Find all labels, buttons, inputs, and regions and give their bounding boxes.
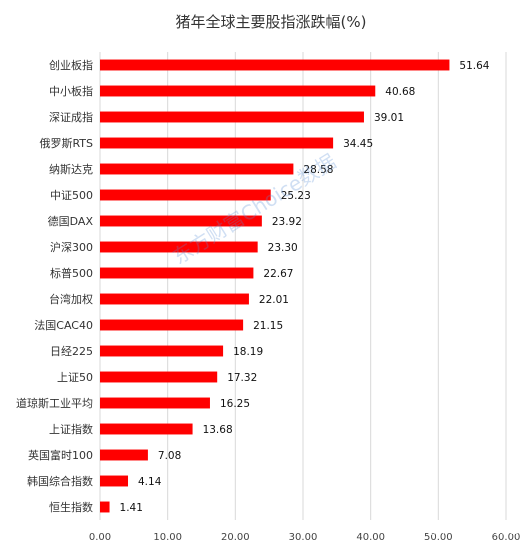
bar <box>100 449 148 461</box>
bar <box>100 293 249 305</box>
value-label: 4.14 <box>138 476 162 488</box>
value-label: 23.30 <box>268 242 298 254</box>
bar <box>100 215 262 227</box>
value-label: 34.45 <box>343 138 373 150</box>
category-label: 韩国综合指数 <box>27 474 93 488</box>
value-label: 7.08 <box>158 450 181 462</box>
category-label: 标普500 <box>50 266 93 280</box>
bar <box>100 189 271 201</box>
x-tick-label: 60.00 <box>492 532 521 543</box>
category-label: 俄罗斯RTS <box>39 137 93 150</box>
category-label: 英国富时100 <box>28 448 93 462</box>
category-label: 日经225 <box>50 345 93 358</box>
bar <box>100 85 376 97</box>
x-tick-label: 30.00 <box>289 532 318 543</box>
x-tick-label: 10.00 <box>153 532 182 543</box>
category-label: 深证成指 <box>49 110 93 124</box>
x-tick-label: 40.00 <box>356 532 385 543</box>
category-label: 上证指数 <box>49 422 93 436</box>
value-label: 22.67 <box>263 268 293 280</box>
bar <box>100 501 110 513</box>
category-label: 道琼斯工业平均 <box>16 396 93 410</box>
value-label: 16.25 <box>220 398 250 410</box>
bar <box>100 423 193 435</box>
value-label: 39.01 <box>374 112 404 124</box>
bar <box>100 475 129 487</box>
category-label: 德国DAX <box>48 214 94 228</box>
value-label: 51.64 <box>459 60 489 72</box>
category-label: 中小板指 <box>49 84 93 98</box>
value-labels: 51.64 40.68 39.01 34.45 28.58 25.23 23.92 23.30… <box>120 60 490 514</box>
value-label: 22.01 <box>259 294 289 306</box>
x-tick-label: 20.00 <box>221 532 250 543</box>
x-tick-labels: 0.00 10.00 20.00 30.00 40.00 50.00 60.00 <box>89 532 520 543</box>
value-label: 40.68 <box>385 86 415 98</box>
category-label: 上证50 <box>57 371 93 384</box>
category-label: 中证500 <box>50 189 93 202</box>
value-label: 13.68 <box>203 424 233 436</box>
grid-lines <box>99 52 507 520</box>
value-label: 18.19 <box>233 346 263 358</box>
bar <box>100 319 244 331</box>
bar <box>100 397 210 409</box>
bar <box>100 59 450 71</box>
bar <box>100 371 218 383</box>
bar <box>100 267 254 279</box>
category-label: 台湾加权 <box>49 292 93 306</box>
bars <box>100 59 450 513</box>
value-label: 21.15 <box>253 320 283 332</box>
category-label: 恒生指数 <box>49 500 93 514</box>
value-label: 28.58 <box>303 164 333 176</box>
value-label: 23.92 <box>272 216 302 228</box>
bar <box>100 241 258 253</box>
category-label: 纳斯达克 <box>49 163 93 176</box>
x-tick-label: 0.00 <box>89 532 111 543</box>
value-label: 17.32 <box>227 372 257 384</box>
value-label: 25.23 <box>281 190 311 202</box>
chart-title: 猪年全球主要股指涨跌幅(%) <box>176 13 367 31</box>
bar <box>100 345 224 357</box>
bar <box>100 137 334 149</box>
bar <box>100 111 364 123</box>
value-label: 1.41 <box>120 502 143 514</box>
category-label: 沪深300 <box>50 240 93 254</box>
bar <box>100 163 294 175</box>
credit-text: 知乎 @牛年的至简财经 <box>399 522 518 536</box>
x-tick-label: 50.00 <box>424 532 453 543</box>
category-label: 法国CAC40 <box>34 318 93 332</box>
category-label: 创业板指 <box>49 58 93 72</box>
